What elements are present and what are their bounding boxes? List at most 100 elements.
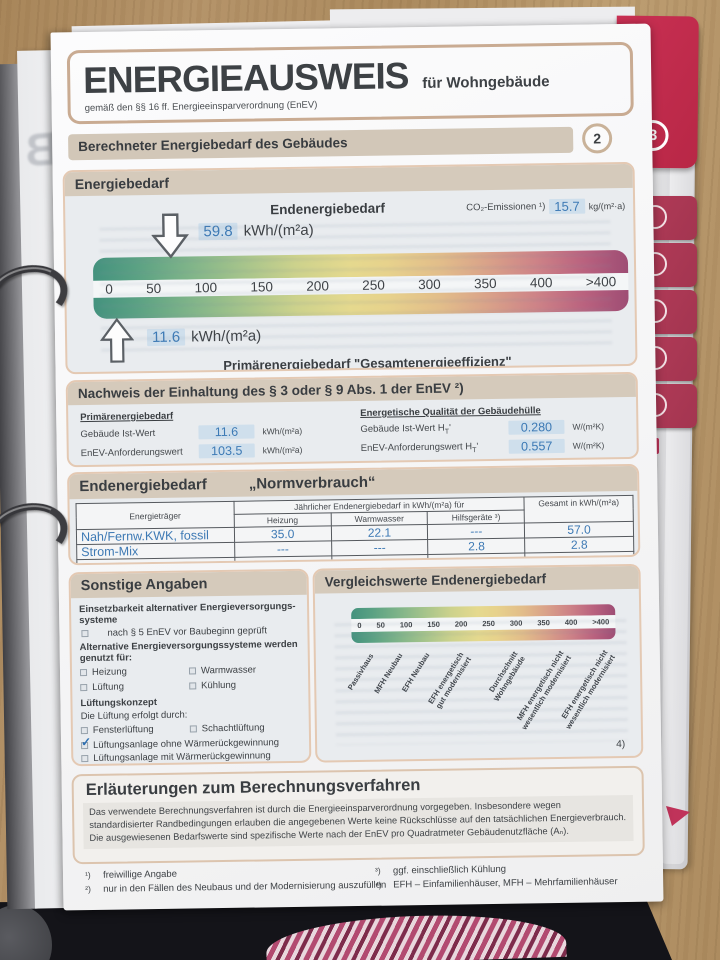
row-label: Gebäude Ist-Wert HT' <box>360 422 451 436</box>
endenergiebedarf-label: Endenergiebedarf <box>270 200 386 218</box>
checkbox-label: Lüftungsanlage ohne Wärmerückgewinnung <box>93 737 280 752</box>
endenergie-value-row: 59.8 kWh/(m²a) <box>198 221 314 241</box>
right-heading: Energetische Qualität der Gebäudehülle <box>360 405 541 419</box>
checkbox-checked[interactable]: ✓ <box>81 735 91 750</box>
checkbox[interactable] <box>81 755 89 763</box>
lueftung-grid: Fensterlüftung Schachtlüftung <box>80 720 301 739</box>
section-title: Energiebedarf <box>64 163 633 197</box>
checkbox-label: nach § 5 EnEV vor Baubeginn geprüft <box>107 625 268 639</box>
col-energietraeger: Energieträger <box>76 501 235 530</box>
checkbox[interactable] <box>188 667 196 675</box>
co2-label: CO₂-Emissionen ¹) <box>466 201 546 214</box>
nachweis-row: Gebäude Ist-Wert HT' 0.280 W/(m²K) <box>360 419 604 437</box>
nachweis-row: EnEV-Anforderungswert 103.5 kWh/(m²a) <box>81 443 303 460</box>
endenergie-value: 59.8 <box>198 222 238 241</box>
checkbox[interactable] <box>80 684 88 692</box>
check-mark: ✓ <box>80 735 92 750</box>
comparison-label: MFH Neubau <box>372 651 405 696</box>
primaerenergie-value-row: 11.6 kWh/(m²a) <box>146 327 262 347</box>
nachweis-row: Gebäude Ist-Wert 11.6 kWh/(m²a) <box>80 424 302 441</box>
section-vergleichswerte: Vergleichswerte Endenergiebedarf 0 50 100 1… <box>312 563 644 763</box>
checkbox-row: Lüftung <box>80 682 189 694</box>
left-heading: Primärenergiebedarf <box>80 410 174 424</box>
page-subtitle: für Wohngebäude <box>422 73 550 92</box>
footnote: ³) ggf. einschließlich Kühlung <box>374 863 507 877</box>
row-unit: W/(m²K) <box>572 421 605 432</box>
checkbox[interactable] <box>80 726 88 734</box>
endenergie-unit: kWh/(m²a) <box>243 221 314 240</box>
primaerenergie-unit: kWh/(m²a) <box>191 327 262 346</box>
checkbox-label: Lüftungsanlage mit Wärmerückgewinnung <box>93 750 271 765</box>
heading-lueftungskonzept: Lüftungskonzept <box>80 697 158 710</box>
primaerenergie-value: 11.6 <box>146 328 186 347</box>
down-arrow-icon <box>151 213 189 259</box>
row-unit: W/(m²K) <box>572 440 605 451</box>
cell: 22.1 <box>330 524 428 541</box>
tick: 100 <box>194 280 218 296</box>
checkbox-row: Schachtlüftung <box>189 722 301 735</box>
row-value: 0.557 <box>508 438 565 454</box>
law-reference: gemäß den §§ 16 ff. Energieeinsparverord… <box>84 99 318 115</box>
checkbox-label: Schachtlüftung <box>201 722 265 735</box>
section-energiebedarf: Energiebedarf Endenergiebedarf CO₂-Emiss… <box>62 161 638 375</box>
sonstige-body: Einsetzbarkeit alternativer Energieverso… <box>71 595 310 767</box>
cell: --- <box>427 523 525 540</box>
checkbox-label: Kühlung <box>201 680 237 692</box>
checkbox[interactable] <box>81 629 89 638</box>
footnote-mark-4: 4) <box>616 739 626 751</box>
checkbox-label: Heizung <box>91 666 127 678</box>
row-label: Gebäude Ist-Wert <box>80 427 156 440</box>
tick: 300 <box>418 276 441 293</box>
section-title: Sonstige Angaben <box>70 570 307 599</box>
cell: --- <box>234 540 332 558</box>
checkbox[interactable] <box>189 682 197 690</box>
checkbox-row: Fensterlüftung <box>80 723 190 736</box>
subtitle: „Normverbrauch“ <box>248 473 376 493</box>
checkbox[interactable] <box>189 725 197 733</box>
cell: --- <box>234 555 332 566</box>
checkbox-label: Fensterlüftung <box>92 723 154 736</box>
tick: 200 <box>306 278 329 294</box>
tick: 350 <box>473 275 497 292</box>
cell: --- <box>331 554 429 566</box>
tick: 150 <box>250 279 274 295</box>
section-normverbrauch: Endenergiebedarf „Normverbrauch“ Energie… <box>67 463 641 566</box>
cell: --- <box>428 553 526 566</box>
row-value: 103.5 <box>198 443 255 459</box>
row-unit: kWh/(m²a) <box>262 425 303 437</box>
tick: 400 <box>529 275 553 291</box>
section-title: Endenergiebedarf „Normverbrauch“ <box>69 465 638 500</box>
checkbox-row: Warmwasser <box>188 664 300 677</box>
row-label: EnEV-Anforderungswert <box>80 446 183 459</box>
usage-grid: Heizung Warmwasser Lüftung Kühlung <box>79 662 300 696</box>
cell: 57.0 <box>524 521 634 539</box>
cell: 2.8 <box>427 538 526 555</box>
comparison-label: Passivhaus <box>345 651 376 692</box>
tick: 250 <box>362 277 385 293</box>
col-gesamt: Gesamt in kWh/(m²a) <box>524 495 634 524</box>
cell: --- <box>331 539 429 556</box>
nachweis-row: EnEV-Anforderungswert HT' 0.557 W/(m²K) <box>361 438 605 456</box>
checkbox[interactable] <box>79 668 88 676</box>
explanation-body: Das verwendete Berechnungsverfahren ist … <box>82 794 634 849</box>
footnote: ⁴) EFH – Einfamilienhäuser, MFH – Mehrfa… <box>375 876 618 891</box>
co2-unit: kg/(m²·a) <box>588 200 626 212</box>
cell: 2.8 <box>524 536 634 554</box>
heading-einsetzbarkeit: Einsetzbarkeit alternativer Energieverso… <box>79 600 296 627</box>
cell: 35.0 <box>234 525 332 543</box>
row-label: EnEV-Anforderungswert HT' <box>360 440 479 454</box>
section-bar: Berechneter Energiebedarf des Gebäudes <box>68 126 574 161</box>
checkbox-row: nach § 5 EnEV vor Baubeginn geprüft <box>79 625 299 640</box>
checkbox-row: Lüftungsanlage mit Wärmerückgewinnung <box>81 751 301 765</box>
heading-alternative: Alternative Energieversorgungssysteme we… <box>79 638 298 665</box>
footnote: ²) nur in den Fällen des Neubaus und der… <box>85 879 387 895</box>
title: Endenergiebedarf <box>79 476 207 496</box>
tick: >400 <box>585 274 617 290</box>
footnote: ¹) freiwillige Angabe <box>84 868 178 881</box>
row-value: 11.6 <box>198 424 255 440</box>
section-title: Nachweis der Einhaltung des § 3 oder § 9… <box>67 373 636 406</box>
page-title: ENERGIEAUSWEIS <box>82 55 409 102</box>
energy-certificate-page: ENERGIEAUSWEIS für Wohngebäude gemäß den… <box>50 23 664 911</box>
tick: 50 <box>146 280 162 297</box>
row-value: 0.280 <box>508 419 565 435</box>
